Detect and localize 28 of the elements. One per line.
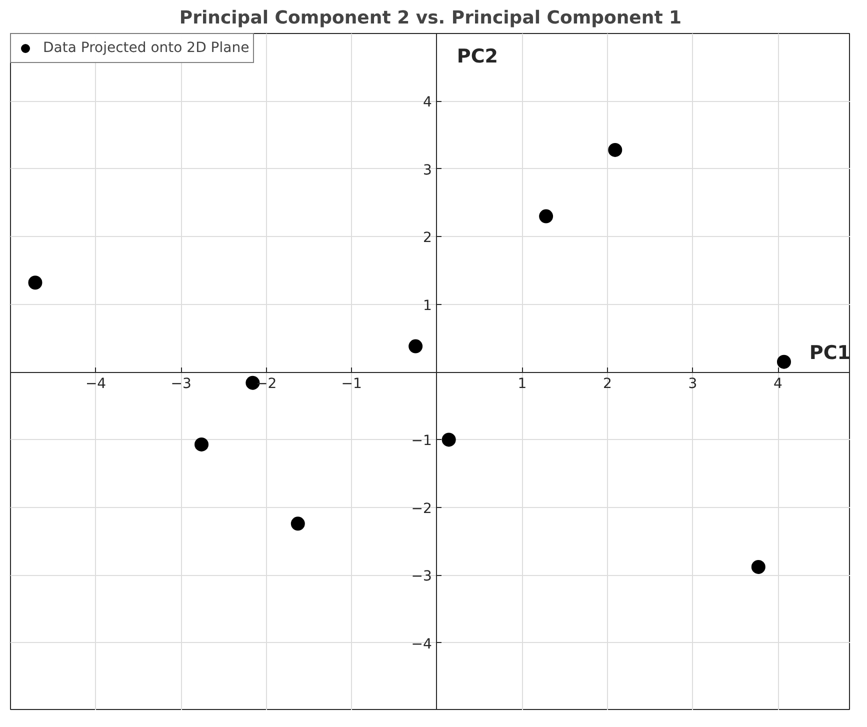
chart-title: Principal Component 2 vs. Principal Component 1 bbox=[179, 8, 682, 28]
point bbox=[751, 560, 766, 574]
y-tick-label: 1 bbox=[422, 298, 432, 314]
point bbox=[776, 354, 791, 369]
y-tick-label: 3 bbox=[422, 162, 432, 178]
point bbox=[290, 516, 305, 531]
point bbox=[408, 339, 423, 354]
y-axis-title: PC2 bbox=[456, 46, 498, 68]
x-tick-label: −3 bbox=[170, 376, 192, 392]
y-tick-label: 2 bbox=[422, 230, 432, 246]
legend-label: Data Projected onto 2D Plane bbox=[43, 40, 250, 56]
x-tick-label: 4 bbox=[774, 376, 783, 392]
point bbox=[608, 142, 622, 157]
x-tick-label: 1 bbox=[518, 376, 527, 392]
y-tick-label: −1 bbox=[411, 433, 432, 450]
y-tick-label: −2 bbox=[411, 500, 432, 517]
y-tick-label: −3 bbox=[411, 568, 432, 585]
x-tick-label: −4 bbox=[85, 376, 106, 392]
y-tick-label: −4 bbox=[411, 636, 432, 652]
x-axis-title: PC1 bbox=[809, 342, 851, 364]
x-tick-label: 3 bbox=[688, 376, 698, 392]
point bbox=[539, 209, 554, 224]
y-tick-label: 4 bbox=[422, 94, 432, 111]
point bbox=[28, 276, 42, 290]
point bbox=[442, 432, 456, 447]
x-tick-label: −1 bbox=[341, 376, 362, 392]
x-tick-label: 2 bbox=[603, 376, 612, 392]
point bbox=[194, 437, 209, 452]
